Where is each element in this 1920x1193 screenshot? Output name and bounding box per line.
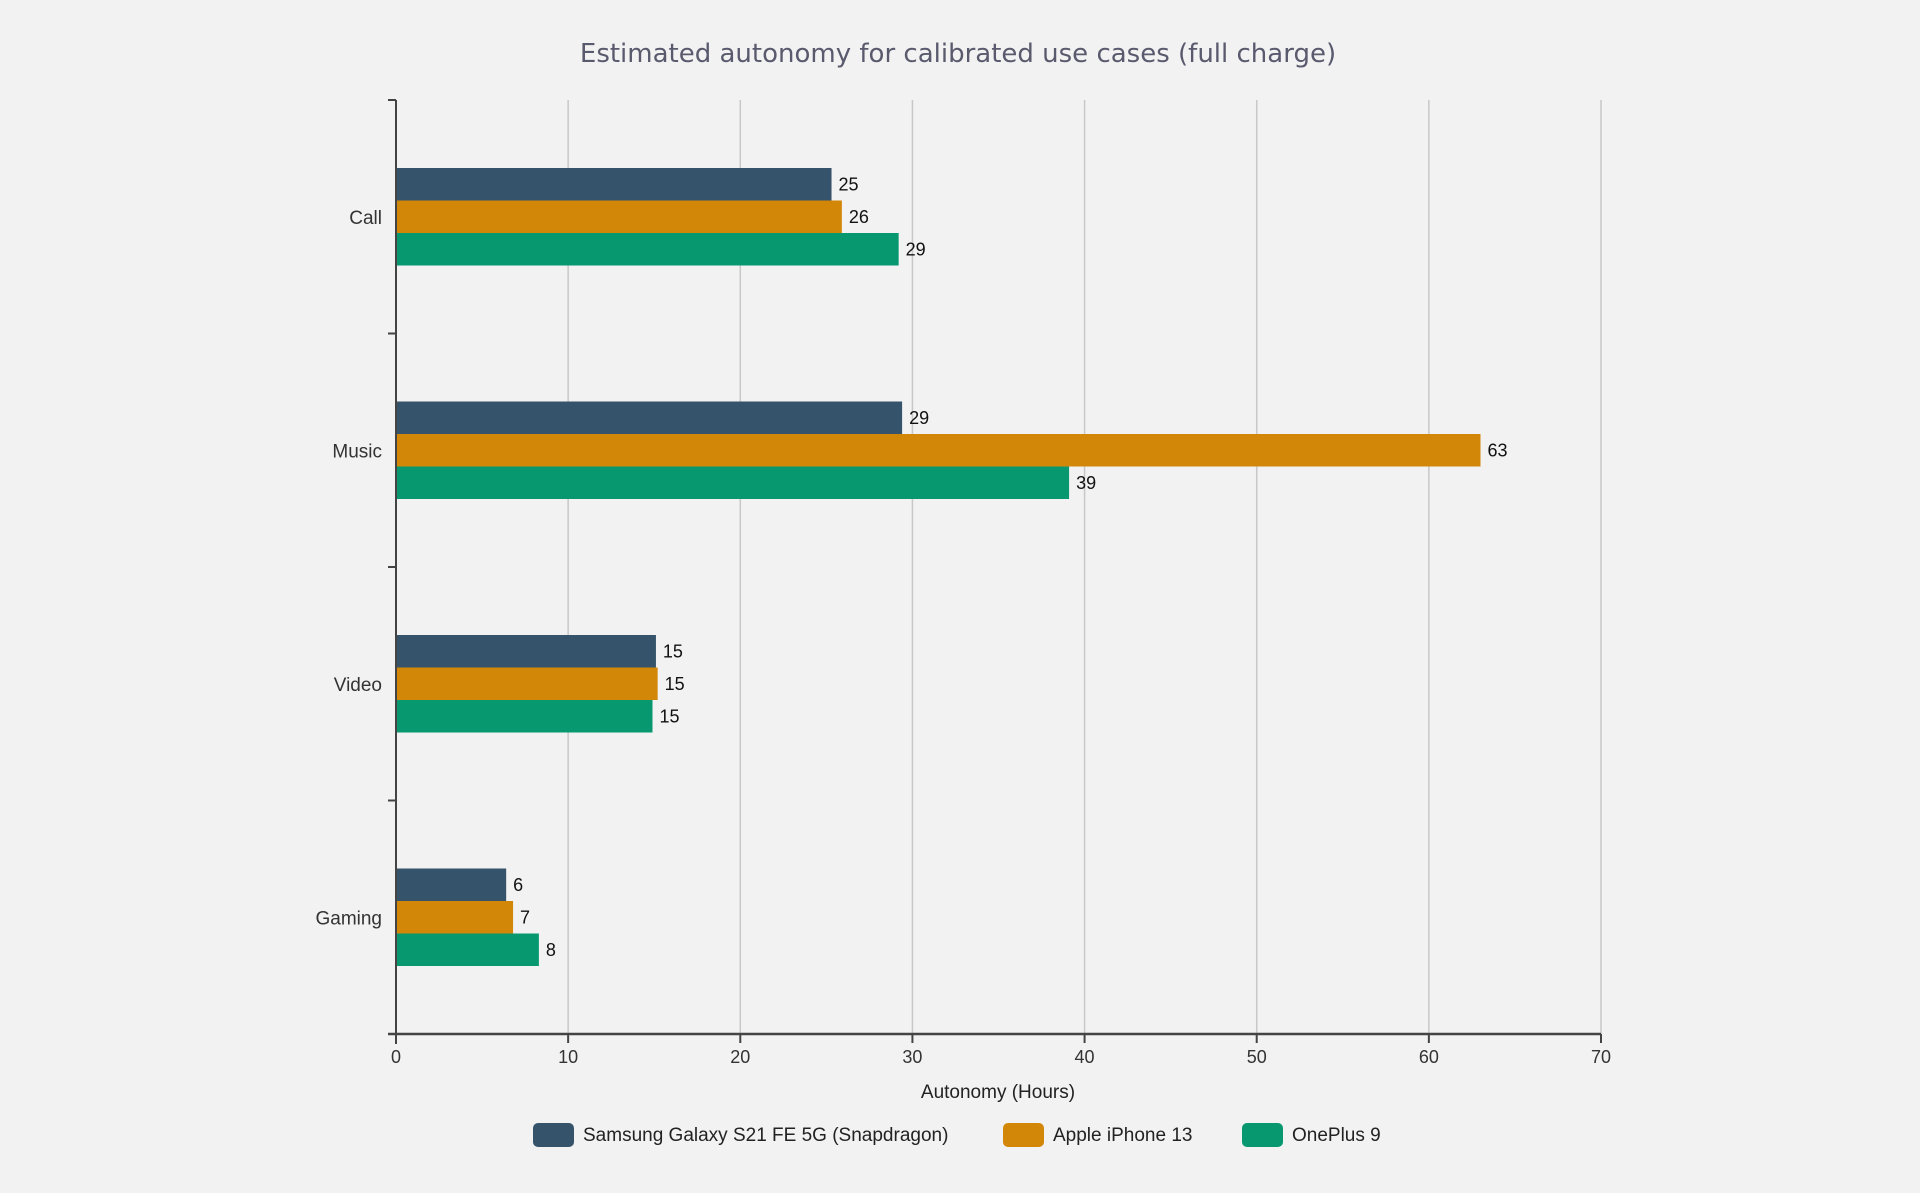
category-label: Music (332, 441, 382, 462)
legend-swatch (1003, 1123, 1044, 1147)
axes: Call Music Video Gaming 0 10 20 30 40 50 60 70 (315, 99, 1611, 1067)
x-tick-label: 20 (730, 1047, 750, 1067)
x-tick-label: 60 (1419, 1047, 1439, 1067)
legend-label: Apple iPhone 13 (1053, 1125, 1192, 1146)
x-tick-label: 0 (391, 1047, 401, 1067)
bar (396, 667, 658, 700)
x-tick-label: 40 (1075, 1047, 1095, 1067)
chart-title: Estimated autonomy for calibrated use ca… (580, 39, 1336, 69)
bar (396, 868, 507, 901)
value-label: 39 (1076, 473, 1096, 493)
legend-item[interactable]: Samsung Galaxy S21 FE 5G (Snapdragon) (533, 1123, 948, 1147)
bar (396, 233, 899, 266)
category-label: Gaming (315, 908, 382, 929)
bar (396, 168, 832, 201)
value-label: 26 (849, 207, 869, 227)
legend-item[interactable]: Apple iPhone 13 (1003, 1123, 1192, 1147)
x-tick-label: 70 (1591, 1047, 1611, 1067)
legend-item[interactable]: OnePlus 9 (1242, 1123, 1381, 1147)
legend-swatch (533, 1123, 574, 1147)
bar (396, 200, 842, 233)
value-label: 6 (513, 875, 523, 895)
x-tick-label: 50 (1247, 1047, 1267, 1067)
bar (396, 933, 539, 966)
x-tick-label: 30 (902, 1047, 922, 1067)
bar (396, 901, 514, 934)
value-label: 25 (839, 174, 859, 194)
x-axis-title: Autonomy (Hours) (921, 1082, 1075, 1103)
bar (396, 401, 903, 434)
legend: Samsung Galaxy S21 FE 5G (Snapdragon) App… (533, 1123, 1381, 1147)
value-label: 29 (909, 408, 929, 428)
value-label: 29 (906, 239, 926, 259)
bar (396, 635, 656, 668)
value-label: 8 (546, 940, 556, 960)
bar (396, 434, 1481, 467)
bar (396, 700, 653, 733)
value-label: 7 (520, 907, 530, 927)
bars: 25 26 29 29 63 39 15 15 15 6 78 (396, 168, 1508, 966)
category-label: Call (349, 208, 382, 229)
legend-label: OnePlus 9 (1292, 1125, 1381, 1146)
x-tick-label: 10 (558, 1047, 578, 1067)
legend-label: Samsung Galaxy S21 FE 5G (Snapdragon) (583, 1125, 948, 1146)
value-label: 15 (659, 706, 679, 726)
value-label: 15 (665, 674, 685, 694)
category-label: Video (334, 675, 382, 696)
value-label: 15 (663, 641, 683, 661)
value-label: 63 (1488, 440, 1508, 460)
legend-swatch (1242, 1123, 1283, 1147)
bar (396, 466, 1070, 499)
